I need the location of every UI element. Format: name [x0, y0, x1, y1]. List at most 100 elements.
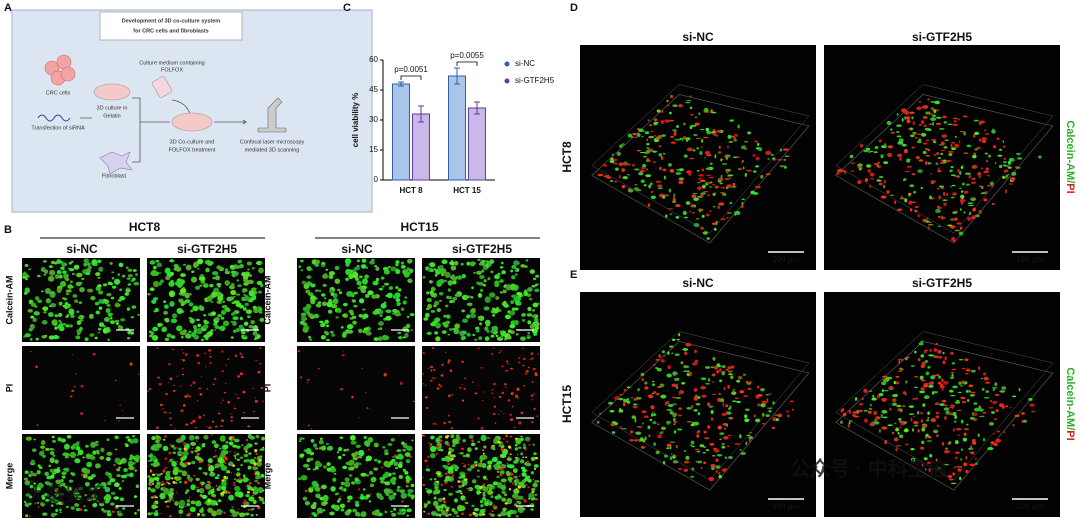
cell-signal — [911, 146, 915, 149]
cell-signal — [54, 261, 58, 265]
cell-signal — [300, 475, 304, 478]
cell-signal — [704, 157, 706, 159]
cell-signal — [38, 450, 45, 456]
cell-signal — [728, 417, 732, 419]
cell-signal — [925, 111, 929, 115]
cell-signal — [925, 154, 931, 157]
cell-signal — [54, 468, 61, 474]
cell-signal — [443, 421, 447, 425]
cell-signal — [868, 407, 873, 410]
cell-signal — [176, 325, 183, 332]
cell-signal — [904, 198, 908, 203]
cell-signal — [639, 151, 646, 154]
cell-signal — [857, 163, 863, 167]
cell-signal — [35, 486, 41, 493]
cell-signal — [40, 501, 46, 507]
cell-signal — [207, 499, 211, 503]
cell-signal — [533, 321, 540, 328]
cell-signal — [249, 435, 255, 440]
cell-signal — [898, 434, 904, 439]
cell-signal — [184, 299, 191, 304]
cell-signal — [531, 284, 536, 288]
cell-signal — [927, 226, 930, 230]
cell-signal — [161, 328, 165, 332]
cell-signal — [190, 484, 196, 491]
cell-signal — [973, 402, 978, 405]
cell-signal — [518, 457, 521, 460]
cell-signal — [515, 295, 522, 302]
cell-signal — [147, 512, 152, 516]
cell-signal — [935, 122, 942, 125]
cell-signal — [924, 468, 927, 471]
cell-signal — [608, 402, 613, 404]
cell-signal — [697, 181, 701, 184]
cell-signal — [466, 487, 469, 490]
cell-signal — [497, 513, 500, 515]
cell-signal — [197, 512, 201, 516]
cell-signal — [437, 497, 444, 502]
cell-signal — [25, 514, 29, 518]
cell-signal — [175, 479, 179, 482]
cell-signal — [325, 331, 329, 336]
cell-signal — [156, 347, 159, 350]
cell-signal — [963, 152, 969, 155]
cell-signal — [22, 275, 27, 279]
micrograph — [297, 258, 415, 342]
cell-signal — [259, 262, 263, 265]
cell-signal — [840, 420, 843, 424]
cell-signal — [97, 276, 101, 279]
cell-signal — [251, 294, 257, 300]
cell-signal — [726, 216, 729, 219]
cell-signal — [210, 329, 214, 332]
cell-signal — [114, 435, 119, 440]
cell-signal — [251, 494, 255, 497]
cell-signal — [634, 168, 640, 171]
cell-signal — [527, 331, 531, 335]
cell-signal — [258, 290, 262, 294]
cell-signal — [842, 412, 847, 417]
cell-signal — [517, 485, 522, 489]
cell-signal — [109, 262, 113, 265]
cell-signal — [998, 403, 1004, 408]
cell-signal — [164, 318, 168, 321]
cell-signal — [397, 463, 403, 469]
cell-signal — [441, 457, 447, 461]
cell-signal — [436, 279, 443, 286]
cell-signal — [310, 439, 315, 443]
cell-signal — [210, 471, 213, 473]
cell-signal — [488, 464, 492, 467]
cell-signal — [234, 274, 238, 277]
label: FOLFOX treatment — [169, 147, 216, 153]
cell-signal — [470, 442, 476, 447]
cell-signal — [970, 391, 976, 394]
cell-signal — [222, 320, 230, 327]
cell-signal — [391, 495, 396, 500]
cell-signal — [25, 277, 28, 281]
cell-signal — [85, 453, 92, 459]
volume-render — [580, 292, 816, 517]
cell-signal — [154, 484, 161, 489]
cell-signal — [407, 492, 411, 497]
cell-signal — [709, 210, 712, 212]
cell-signal — [396, 303, 401, 307]
cell-signal — [951, 405, 954, 410]
cell-signal — [245, 458, 250, 463]
cell-signal — [449, 369, 453, 372]
cell-signal — [989, 181, 994, 186]
cell-signal — [181, 470, 188, 477]
bar — [448, 75, 466, 181]
cell-signal — [221, 399, 224, 401]
cell-signal — [203, 319, 208, 323]
cell-signal — [653, 118, 658, 122]
cell-signal — [151, 483, 155, 485]
cell-signal — [461, 360, 465, 363]
cell-signal — [484, 319, 491, 326]
micrograph-bg — [22, 346, 140, 430]
cell-signal — [336, 308, 342, 313]
cell-signal — [492, 504, 496, 508]
cell-signal — [970, 369, 976, 373]
cell-signal — [932, 114, 936, 118]
cell-signal — [510, 392, 513, 395]
cell-signal — [63, 443, 70, 450]
cell-signal — [662, 194, 666, 199]
